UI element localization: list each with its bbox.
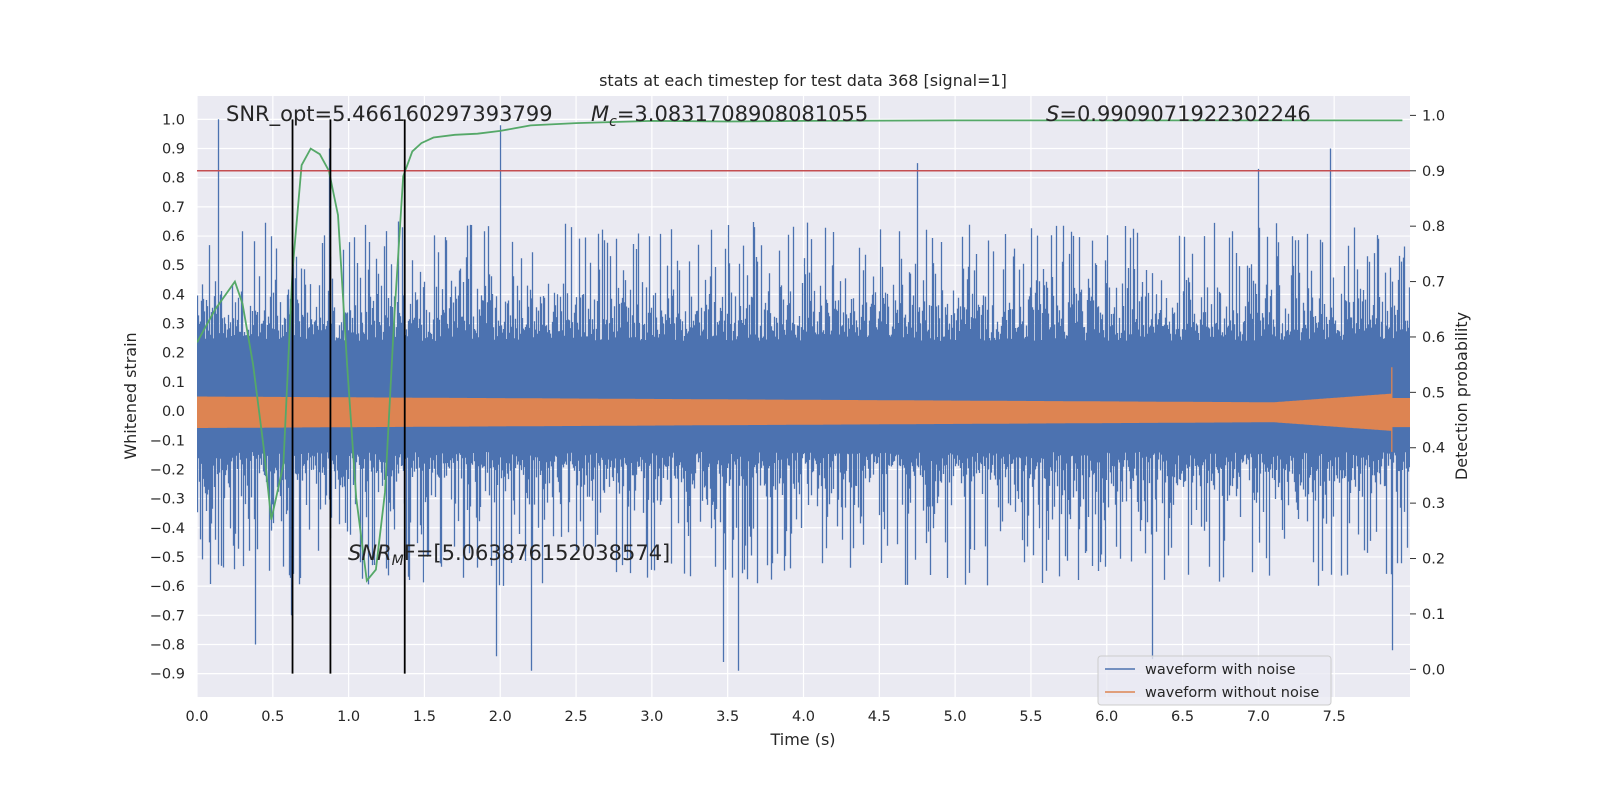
x-tick-label: 0.5: [261, 709, 284, 725]
annotation-chirp-mass-symbol: M: [591, 102, 609, 126]
y-tick-label: 0.3: [162, 317, 185, 333]
annotation-s: S=0.9909071922302246: [1046, 102, 1311, 126]
legend-label-noise: waveform with noise: [1145, 662, 1296, 678]
plot-area: [197, 119, 1410, 674]
x-axis-label: Time (s): [769, 730, 835, 749]
y-tick-label: −0.8: [150, 637, 185, 653]
annotation-s-symbol: S: [1046, 102, 1059, 126]
y-tick-label: 0.4: [162, 287, 185, 303]
y-tick-label: −0.7: [150, 608, 185, 624]
y-right-tick-label: 0.6: [1422, 330, 1445, 346]
y-tick-label: −0.6: [150, 579, 185, 595]
y-right-tick-label: 0.7: [1422, 275, 1445, 291]
y-tick-label: 0.5: [162, 258, 185, 274]
x-tick-label: 1.5: [413, 709, 436, 725]
legend-frame: [1097, 655, 1332, 706]
series-waveform-without-noise: [197, 367, 1410, 452]
x-tick-label: 2.0: [489, 709, 512, 725]
y-tick-label: 0.8: [162, 171, 185, 187]
x-tick-label: 6.0: [1095, 709, 1118, 725]
y-axis-right: 1.0 0.9 0.8 0.7 0.6 0.5 0.4 0.3 0.2 0.1 0.0: [1410, 108, 1445, 678]
x-tick-label: 4.0: [792, 709, 815, 725]
y-tick-label: 0.9: [162, 142, 185, 158]
annotation-snr-opt: SNR_opt=5.466160297393799: [226, 102, 553, 127]
y-tick-label: −0.5: [150, 550, 185, 566]
x-tick-label: 5.5: [1019, 709, 1042, 725]
legend-label-clean: waveform without noise: [1145, 685, 1319, 701]
y-right-tick-label: 0.2: [1422, 552, 1445, 568]
y-tick-label: 0.2: [162, 346, 185, 362]
annotation-chirp-mass-subscript: c: [609, 114, 617, 130]
annotation-snr-mf-subscript: M: [392, 553, 404, 569]
annotation-snr-mf-value: F=[5.063876152038574]: [404, 541, 671, 565]
x-tick-label: 1.0: [337, 709, 360, 725]
y-tick-label: 0.0: [162, 404, 185, 420]
legend: waveform with noise waveform without noi…: [1097, 655, 1332, 706]
series-detection-probability: [197, 119, 1403, 583]
y-right-tick-label: 0.9: [1422, 164, 1445, 180]
y-tick-label: −0.9: [150, 667, 185, 683]
x-tick-label: 7.5: [1323, 709, 1346, 725]
x-tick-label: 3.0: [640, 709, 663, 725]
y-right-tick-label: 0.8: [1422, 219, 1445, 235]
annotation-chirp-mass: Mc=3.0831708908081055: [591, 102, 868, 130]
y-tick-label: −0.2: [150, 462, 185, 478]
x-tick-label: 0.0: [185, 709, 208, 725]
y-tick-label: 0.6: [162, 229, 185, 245]
y-tick-label: −0.3: [150, 492, 185, 508]
chart-title: stats at each timestep for test data 368…: [599, 71, 1007, 90]
y-axis-left: 1.0 0.9 0.8 0.7 0.6 0.5 0.4 0.3 0.2 0.1 0.0 −0.1 −0.…: [150, 112, 185, 682]
annotation-snr-mf: SNRMF=[5.063876152038574]: [348, 541, 670, 569]
x-tick-label: 3.5: [716, 709, 739, 725]
y-right-tick-label: 0.3: [1422, 496, 1445, 512]
x-tick-label: 4.5: [868, 709, 891, 725]
y-tick-label: 1.0: [162, 112, 185, 128]
y-axis-label: Whitened strain: [121, 332, 140, 459]
y-right-tick-label: 0.4: [1422, 441, 1445, 457]
y-tick-label: 0.7: [162, 200, 185, 216]
vertical-markers: [291, 119, 406, 674]
y-axis-right-label: Detection probability: [1452, 312, 1471, 480]
x-axis: 0.0 0.5 1.0 1.5 2.0 2.5 3.0 3.5 4.0 4.5 5.0 5.5 6.0 6…: [185, 709, 1345, 725]
y-right-tick-label: 0.1: [1422, 607, 1445, 623]
y-right-tick-label: 0.0: [1422, 662, 1445, 678]
y-tick-label: −0.1: [150, 433, 185, 449]
y-tick-label: −0.4: [150, 521, 185, 537]
annotation-s-value: =0.9909071922302246: [1059, 102, 1310, 126]
y-tick-label: 0.1: [162, 375, 185, 391]
x-tick-label: 2.5: [565, 709, 588, 725]
x-tick-label: 6.5: [1171, 709, 1194, 725]
x-tick-label: 5.0: [944, 709, 967, 725]
x-tick-label: 7.0: [1247, 709, 1270, 725]
y-right-tick-label: 0.5: [1422, 385, 1445, 401]
annotation-snr-mf-symbol: SNR: [348, 541, 392, 565]
annotation-chirp-mass-value: =3.0831708908081055: [617, 102, 868, 126]
y-right-tick-label: 1.0: [1422, 108, 1445, 124]
